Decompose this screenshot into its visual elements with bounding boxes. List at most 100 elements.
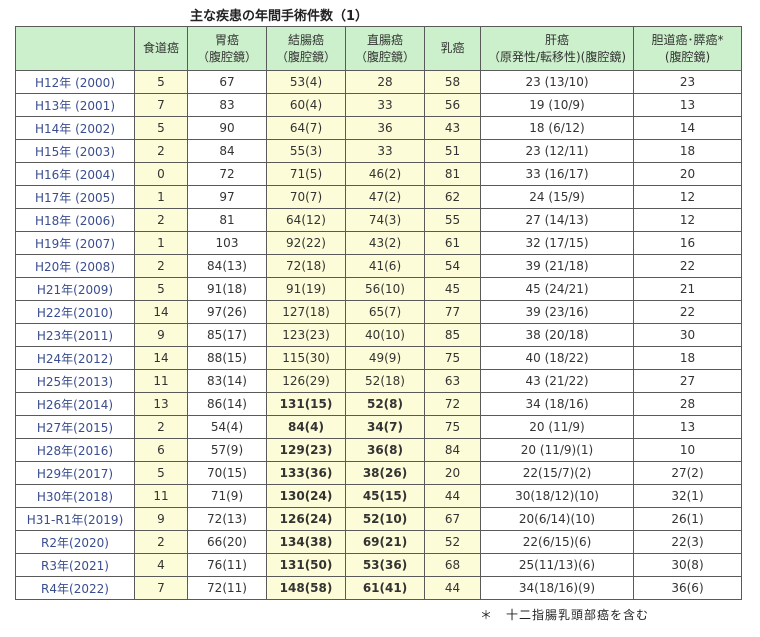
year-cell: H22年(2010) bbox=[15, 300, 135, 324]
header-esophageal-cancer: 食道癌 bbox=[134, 26, 188, 71]
biliary-pancreatic-cell: 32(1) bbox=[633, 484, 742, 508]
esophageal-cell: 5 bbox=[134, 461, 188, 485]
gastric-cell: 103 bbox=[187, 231, 267, 255]
table-row: H23年(2011) 9 85(17) 123(23) 40(10) 85 38 (20/1… bbox=[15, 323, 742, 347]
gastric-cell: 90 bbox=[187, 116, 267, 140]
breast-cell: 63 bbox=[424, 369, 481, 393]
esophageal-cell: 0 bbox=[134, 162, 188, 186]
biliary-pancreatic-cell: 14 bbox=[633, 116, 742, 140]
colon-cell: 133(36) bbox=[266, 461, 346, 485]
biliary-pancreatic-cell: 28 bbox=[633, 392, 742, 416]
gastric-cell: 83 bbox=[187, 93, 267, 117]
biliary-pancreatic-cell: 27 bbox=[633, 369, 742, 393]
header-breast-cancer: 乳癌 bbox=[424, 26, 481, 71]
rectal-cell: 34(7) bbox=[345, 415, 425, 439]
year-cell: H13年 (2001) bbox=[15, 93, 135, 117]
liver-cell: 39 (21/18) bbox=[480, 254, 634, 278]
rectal-cell: 45(15) bbox=[345, 484, 425, 508]
biliary-pancreatic-cell: 30(8) bbox=[633, 553, 742, 577]
rectal-cell: 52(18) bbox=[345, 369, 425, 393]
liver-cell: 22(6/15)(6) bbox=[480, 530, 634, 554]
year-cell: H16年 (2004) bbox=[15, 162, 135, 186]
year-cell: H18年 (2006) bbox=[15, 208, 135, 232]
liver-cell: 22(15/7)(2) bbox=[480, 461, 634, 485]
colon-cell: 91(19) bbox=[266, 277, 346, 301]
breast-cell: 44 bbox=[424, 484, 481, 508]
year-cell: H29年(2017) bbox=[15, 461, 135, 485]
colon-cell: 115(30) bbox=[266, 346, 346, 370]
breast-cell: 72 bbox=[424, 392, 481, 416]
rectal-cell: 52(10) bbox=[345, 507, 425, 531]
gastric-cell: 81 bbox=[187, 208, 267, 232]
rectal-cell: 74(3) bbox=[345, 208, 425, 232]
year-cell: H27年(2015) bbox=[15, 415, 135, 439]
liver-cell: 24 (15/9) bbox=[480, 185, 634, 209]
table-row: H27年(2015) 2 54(4) 84(4) 34(7) 75 20 (11/9) 13 bbox=[15, 415, 742, 439]
liver-cell: 23 (12/11) bbox=[480, 139, 634, 163]
table-row: H15年 (2003) 2 84 55(3) 33 51 23 (12/11) 18 bbox=[15, 139, 742, 163]
table-row: H29年(2017) 5 70(15) 133(36) 38(26) 20 22(15/7)… bbox=[15, 461, 742, 485]
colon-cell: 148(58) bbox=[266, 576, 346, 600]
rectal-cell: 65(7) bbox=[345, 300, 425, 324]
gastric-cell: 54(4) bbox=[187, 415, 267, 439]
biliary-pancreatic-cell: 26(1) bbox=[633, 507, 742, 531]
rectal-cell: 36(8) bbox=[345, 438, 425, 462]
year-cell: H21年(2009) bbox=[15, 277, 135, 301]
table-row: H20年 (2008) 2 84(13) 72(18) 41(6) 54 39 (21/18… bbox=[15, 254, 742, 278]
rectal-cell: 40(10) bbox=[345, 323, 425, 347]
biliary-pancreatic-cell: 22(3) bbox=[633, 530, 742, 554]
colon-cell: 126(24) bbox=[266, 507, 346, 531]
table-row: H26年(2014) 13 86(14) 131(15) 52(8) 72 34 (18/1… bbox=[15, 392, 742, 416]
breast-cell: 54 bbox=[424, 254, 481, 278]
table-row: H17年 (2005) 1 97 70(7) 47(2) 62 24 (15/9) 12 bbox=[15, 185, 742, 209]
colon-cell: 55(3) bbox=[266, 139, 346, 163]
year-cell: H17年 (2005) bbox=[15, 185, 135, 209]
table-row: H19年 (2007) 1 103 92(22) 43(2) 61 32 (17/15) 16 bbox=[15, 231, 742, 255]
biliary-pancreatic-cell: 27(2) bbox=[633, 461, 742, 485]
rectal-cell: 43(2) bbox=[345, 231, 425, 255]
colon-cell: 53(4) bbox=[266, 70, 346, 94]
esophageal-cell: 2 bbox=[134, 254, 188, 278]
year-cell: H28年(2016) bbox=[15, 438, 135, 462]
esophageal-cell: 14 bbox=[134, 346, 188, 370]
table-row: H12年 (2000) 5 67 53(4) 28 58 23 (13/10) 23 bbox=[15, 70, 742, 94]
year-cell: R3年(2021) bbox=[15, 553, 135, 577]
liver-cell: 23 (13/10) bbox=[480, 70, 634, 94]
gastric-cell: 97(26) bbox=[187, 300, 267, 324]
breast-cell: 68 bbox=[424, 553, 481, 577]
table-row: H31-R1年(2019) 9 72(13) 126(24) 52(10) 67 20(6/… bbox=[15, 507, 742, 531]
biliary-pancreatic-cell: 12 bbox=[633, 185, 742, 209]
rectal-cell: 49(9) bbox=[345, 346, 425, 370]
esophageal-cell: 2 bbox=[134, 208, 188, 232]
rectal-cell: 61(41) bbox=[345, 576, 425, 600]
rectal-cell: 28 bbox=[345, 70, 425, 94]
gastric-cell: 97 bbox=[187, 185, 267, 209]
table-row: R4年(2022) 7 72(11) 148(58) 61(41) 44 34(18/16)… bbox=[15, 576, 742, 600]
rectal-cell: 38(26) bbox=[345, 461, 425, 485]
esophageal-cell: 14 bbox=[134, 300, 188, 324]
breast-cell: 75 bbox=[424, 346, 481, 370]
colon-cell: 71(5) bbox=[266, 162, 346, 186]
rectal-cell: 33 bbox=[345, 93, 425, 117]
table-row: R2年(2020) 2 66(20) 134(38) 69(21) 52 22(6/15)(… bbox=[15, 530, 742, 554]
gastric-cell: 70(15) bbox=[187, 461, 267, 485]
breast-cell: 61 bbox=[424, 231, 481, 255]
year-cell: H30年(2018) bbox=[15, 484, 135, 508]
gastric-cell: 88(15) bbox=[187, 346, 267, 370]
gastric-cell: 84(13) bbox=[187, 254, 267, 278]
gastric-cell: 91(18) bbox=[187, 277, 267, 301]
liver-cell: 45 (24/21) bbox=[480, 277, 634, 301]
colon-cell: 126(29) bbox=[266, 369, 346, 393]
table-row: H22年(2010) 14 97(26) 127(18) 65(7) 77 39 (23/1… bbox=[15, 300, 742, 324]
table-row: H24年(2012) 14 88(15) 115(30) 49(9) 75 40 (18/2… bbox=[15, 346, 742, 370]
header-corner bbox=[15, 26, 135, 71]
table-row: R3年(2021) 4 76(11) 131(50) 53(36) 68 25(11/13)… bbox=[15, 553, 742, 577]
biliary-pancreatic-cell: 21 bbox=[633, 277, 742, 301]
biliary-pancreatic-cell: 36(6) bbox=[633, 576, 742, 600]
gastric-cell: 72(11) bbox=[187, 576, 267, 600]
colon-cell: 134(38) bbox=[266, 530, 346, 554]
year-cell: H31-R1年(2019) bbox=[15, 507, 135, 531]
year-cell: H12年 (2000) bbox=[15, 70, 135, 94]
esophageal-cell: 9 bbox=[134, 507, 188, 531]
liver-cell: 32 (17/15) bbox=[480, 231, 634, 255]
